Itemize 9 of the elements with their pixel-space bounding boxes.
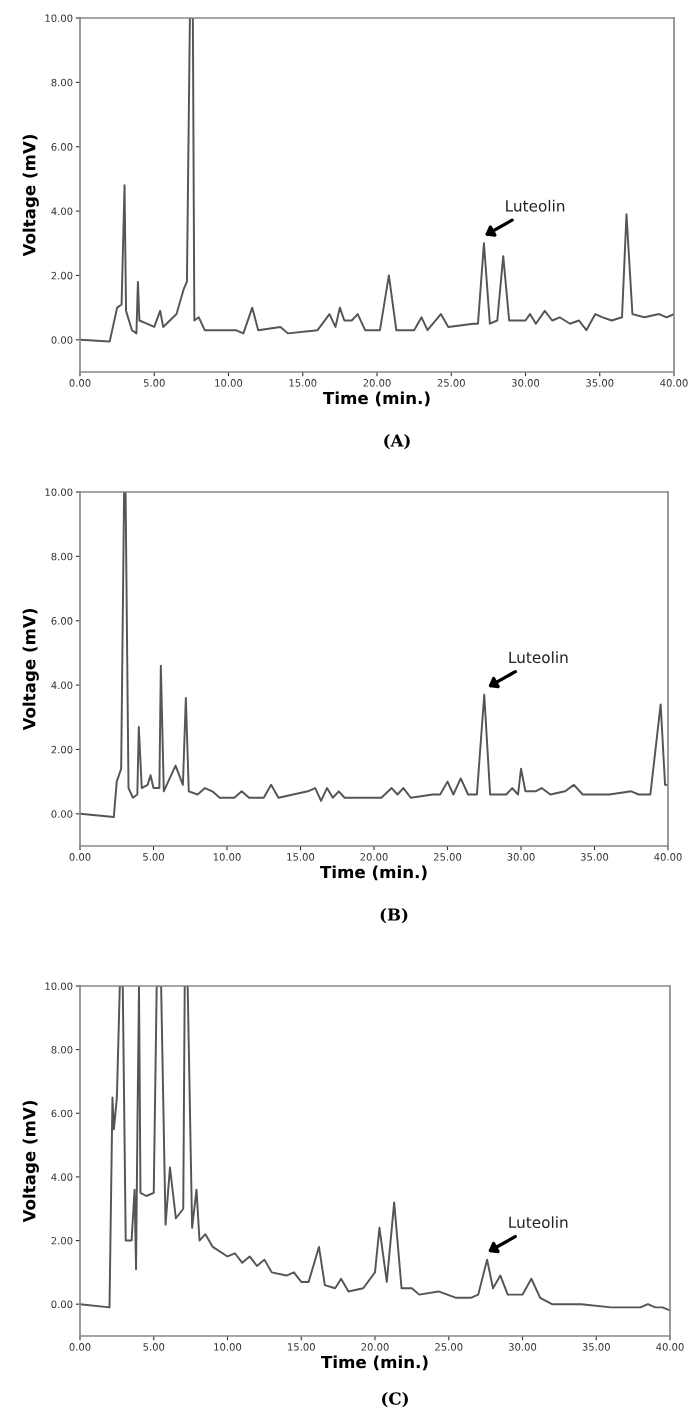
x-axis-title: Time (min.) [323, 391, 430, 407]
text: (B) [380, 907, 408, 924]
y-axis-title: Voltage (mV) [22, 1100, 39, 1223]
x-axis-title: Time (min.) [320, 865, 427, 881]
text: (C) [382, 1391, 408, 1408]
y-axis-title: Voltage (mV) [22, 134, 39, 257]
text: (A) [384, 433, 410, 450]
x-axis-title: Time (min.) [321, 1355, 428, 1371]
y-axis-title: Voltage (mV) [22, 608, 39, 731]
